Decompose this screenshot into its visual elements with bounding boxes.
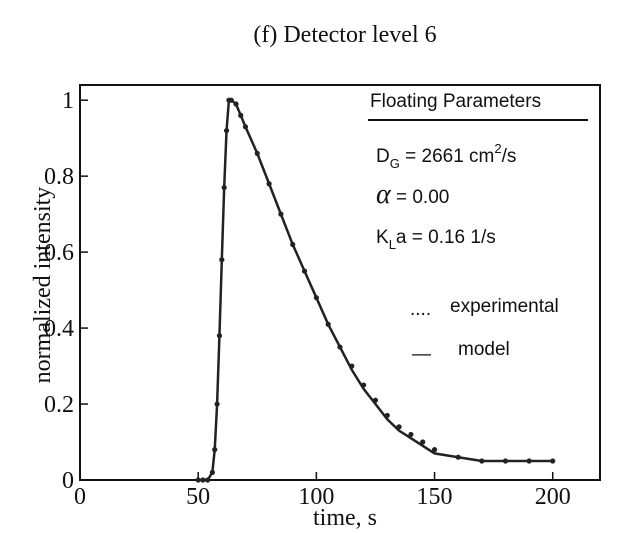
series-line: [198, 98, 553, 482]
legend-label: model: [458, 339, 510, 360]
y-axis-label: normalized intensity: [30, 187, 56, 384]
kla-symbol: K: [376, 227, 389, 248]
data-point: [408, 431, 414, 438]
dg-symbol: D: [376, 146, 390, 167]
data-point: [420, 439, 426, 445]
legend-symbol: —: [412, 344, 431, 365]
alpha-symbol: α: [376, 179, 392, 210]
y-tick-label: 0.2: [44, 392, 74, 418]
dg-text: = 2661 cm: [400, 146, 495, 167]
x-tick-label: 200: [535, 484, 571, 510]
kla-text: a = 0.16 1/s: [396, 227, 496, 248]
dg-subscript: G: [390, 156, 400, 171]
x-tick-label: 0: [74, 484, 86, 510]
y-tick-label: 0: [62, 468, 74, 494]
kla-subscript: L: [389, 237, 396, 252]
alpha-text: = 0.00: [391, 187, 450, 208]
y-tick-label: 1: [62, 88, 74, 114]
dg-superscript: 2: [494, 141, 501, 156]
y-tick-label: 0.6: [44, 240, 74, 266]
annotation-alpha: α = 0.00: [376, 179, 449, 210]
legend-symbol: ....: [410, 299, 431, 320]
plot-frame: [79, 84, 601, 481]
x-tick-label: 150: [417, 484, 453, 510]
annotation: Floating Parameters DG = 2661 cm2/s α = …: [368, 91, 588, 365]
annotation-dg: DG = 2661 cm2/s: [376, 141, 516, 171]
y-tick-label: 0.8: [44, 164, 74, 190]
annotation-kla: KLa = 0.16 1/s: [376, 227, 496, 252]
legend-label: experimental: [450, 296, 559, 317]
data-point: [431, 447, 438, 453]
x-tick-label: 100: [298, 484, 334, 510]
dg-unit: /s: [502, 146, 517, 167]
x-tick-label: 50: [186, 484, 210, 510]
annotation-heading: Floating Parameters: [370, 91, 541, 112]
chart-title: (f) Detector level 6: [253, 22, 436, 48]
x-axis-label: time, s: [313, 505, 377, 531]
y-tick-label: 0.4: [44, 316, 74, 342]
